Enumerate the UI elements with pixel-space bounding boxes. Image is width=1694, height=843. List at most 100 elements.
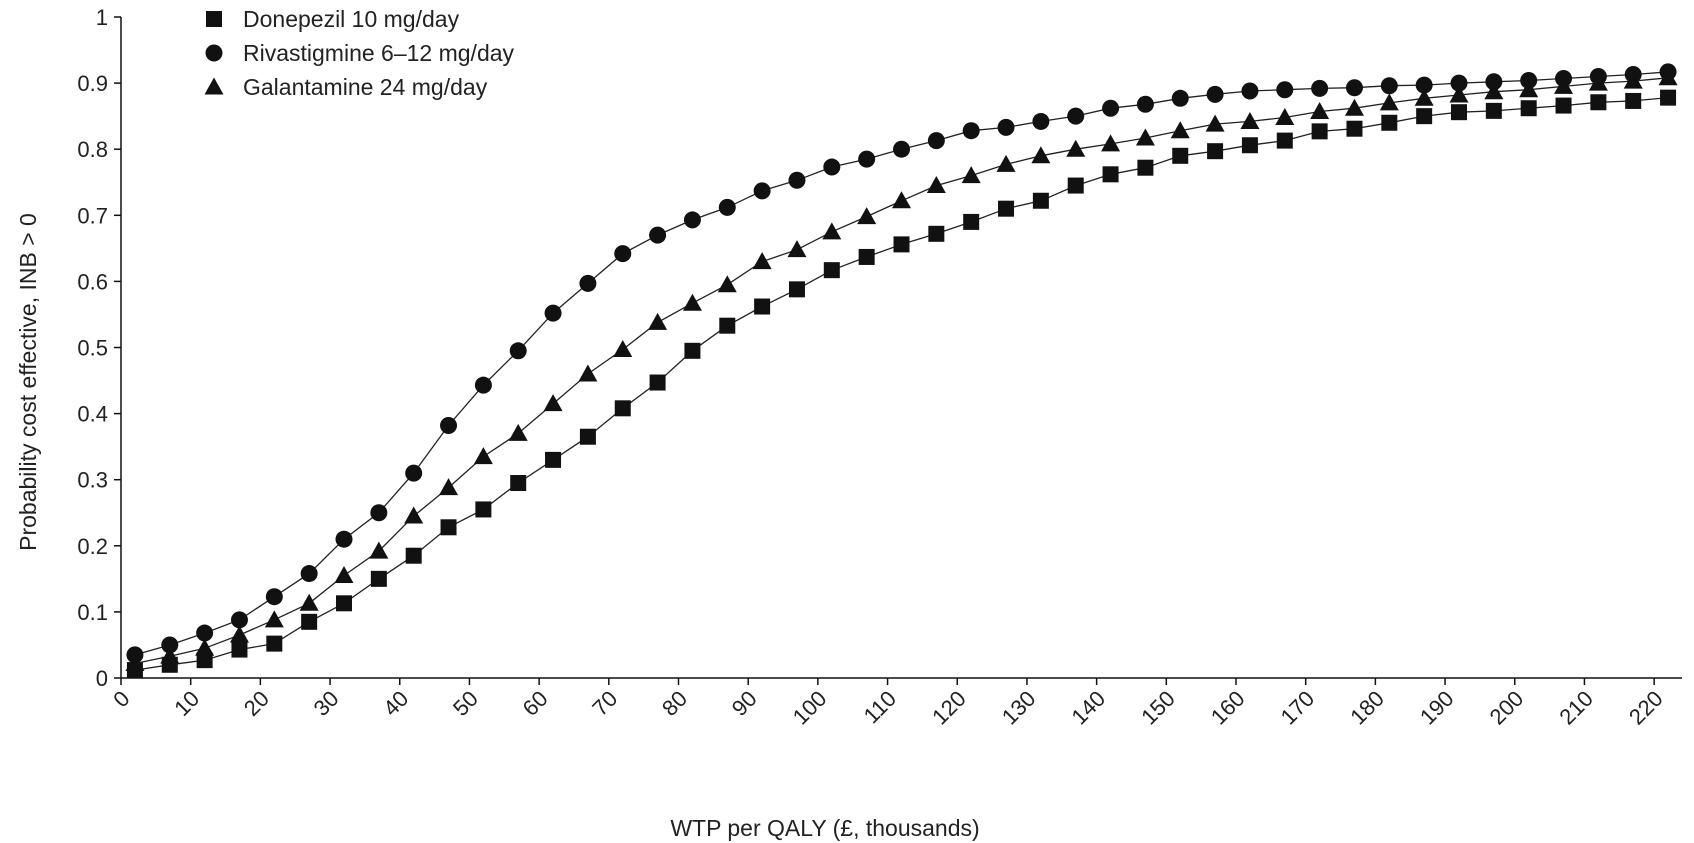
data-point (1171, 89, 1189, 107)
data-point (717, 275, 737, 293)
data-point (1206, 85, 1224, 103)
x-tick-label: 90 (727, 686, 762, 721)
x-tick-label: 40 (378, 686, 413, 721)
x-tick-label: 0 (108, 686, 134, 712)
data-point (753, 182, 771, 200)
data-point (161, 636, 179, 654)
data-point (440, 416, 458, 434)
y-tick-label: 0.4 (77, 402, 108, 427)
data-point (752, 252, 772, 270)
data-point (301, 613, 318, 630)
data-point (579, 428, 596, 445)
data-point (1588, 73, 1608, 91)
data-point (1484, 82, 1504, 100)
x-tick-label: 110 (859, 686, 901, 728)
data-point (1415, 76, 1433, 94)
data-point (1067, 107, 1085, 125)
data-point (1205, 114, 1225, 132)
data-point (1379, 93, 1399, 111)
data-point (998, 200, 1015, 217)
data-point (1240, 111, 1260, 129)
data-point (1207, 143, 1224, 160)
y-tick-label: 0 (96, 666, 108, 691)
data-point (1485, 73, 1503, 91)
data-point (1416, 108, 1433, 125)
data-point (1660, 89, 1677, 106)
data-point (1310, 102, 1330, 120)
data-point (1241, 137, 1258, 154)
data-point (649, 374, 666, 391)
data-point (1102, 166, 1119, 183)
data-point (229, 625, 249, 643)
data-point (579, 274, 597, 292)
x-tick-label: 140 (1067, 686, 1111, 730)
data-point (473, 447, 493, 465)
data-point (405, 464, 423, 482)
data-point (545, 451, 562, 468)
x-tick-label: 210 (1554, 686, 1598, 730)
series-square (126, 89, 1677, 679)
x-tick-label: 60 (518, 686, 553, 721)
legend: Donepezil 10 mg/day Rivastigmine 6–12 mg/… (204, 6, 515, 100)
data-point (927, 132, 945, 150)
data-point (1276, 81, 1294, 99)
data-point (614, 245, 632, 263)
data-point (1241, 82, 1259, 100)
legend-marker-triangle (204, 77, 224, 95)
data-point (928, 225, 945, 242)
data-point (1031, 146, 1051, 164)
data-point (1625, 92, 1642, 109)
data-point (1066, 139, 1086, 157)
series-triangle (125, 68, 1678, 671)
series-line (134, 71, 1669, 656)
data-point (823, 158, 841, 176)
data-point (1311, 123, 1328, 140)
x-tick-label: 190 (1415, 686, 1459, 730)
y-tick-label: 0.8 (77, 137, 108, 162)
data-point (614, 400, 631, 417)
data-point (858, 248, 875, 265)
data-point (439, 478, 459, 496)
data-point (1032, 112, 1050, 130)
data-point (996, 154, 1016, 172)
data-point (1381, 114, 1398, 131)
data-point (963, 213, 980, 230)
x-tick-label: 100 (788, 686, 832, 730)
y-tick-label: 0.1 (77, 600, 108, 625)
data-point (1276, 132, 1293, 149)
data-point (858, 150, 876, 168)
data-point (1136, 95, 1154, 113)
data-point (926, 176, 946, 194)
x-tick-label: 80 (657, 686, 692, 721)
x-tick-label: 70 (587, 686, 622, 721)
data-point (369, 541, 389, 559)
data-point (1485, 102, 1502, 119)
y-tick-label: 0.7 (77, 203, 108, 228)
data-point (648, 312, 668, 330)
data-point (1520, 100, 1537, 117)
data-point (335, 530, 353, 548)
data-point (231, 641, 248, 658)
data-point (718, 198, 736, 216)
data-point (440, 519, 457, 536)
series-line (134, 96, 1669, 671)
data-point (857, 207, 877, 225)
data-point (787, 240, 807, 258)
y-tick-label: 0.2 (77, 534, 108, 559)
data-point (1170, 121, 1190, 139)
data-point (613, 339, 633, 357)
data-point (299, 593, 319, 611)
x-tick-label: 120 (927, 686, 971, 730)
data-point (1275, 107, 1295, 125)
data-point (196, 652, 213, 669)
data-point (1102, 99, 1120, 117)
data-point (1590, 94, 1607, 111)
data-point (160, 646, 180, 664)
data-point (997, 118, 1015, 136)
x-tick-label: 200 (1485, 686, 1529, 730)
data-point (892, 191, 911, 209)
x-tick-label: 20 (239, 686, 274, 721)
data-point (370, 570, 387, 587)
data-point (893, 140, 910, 158)
